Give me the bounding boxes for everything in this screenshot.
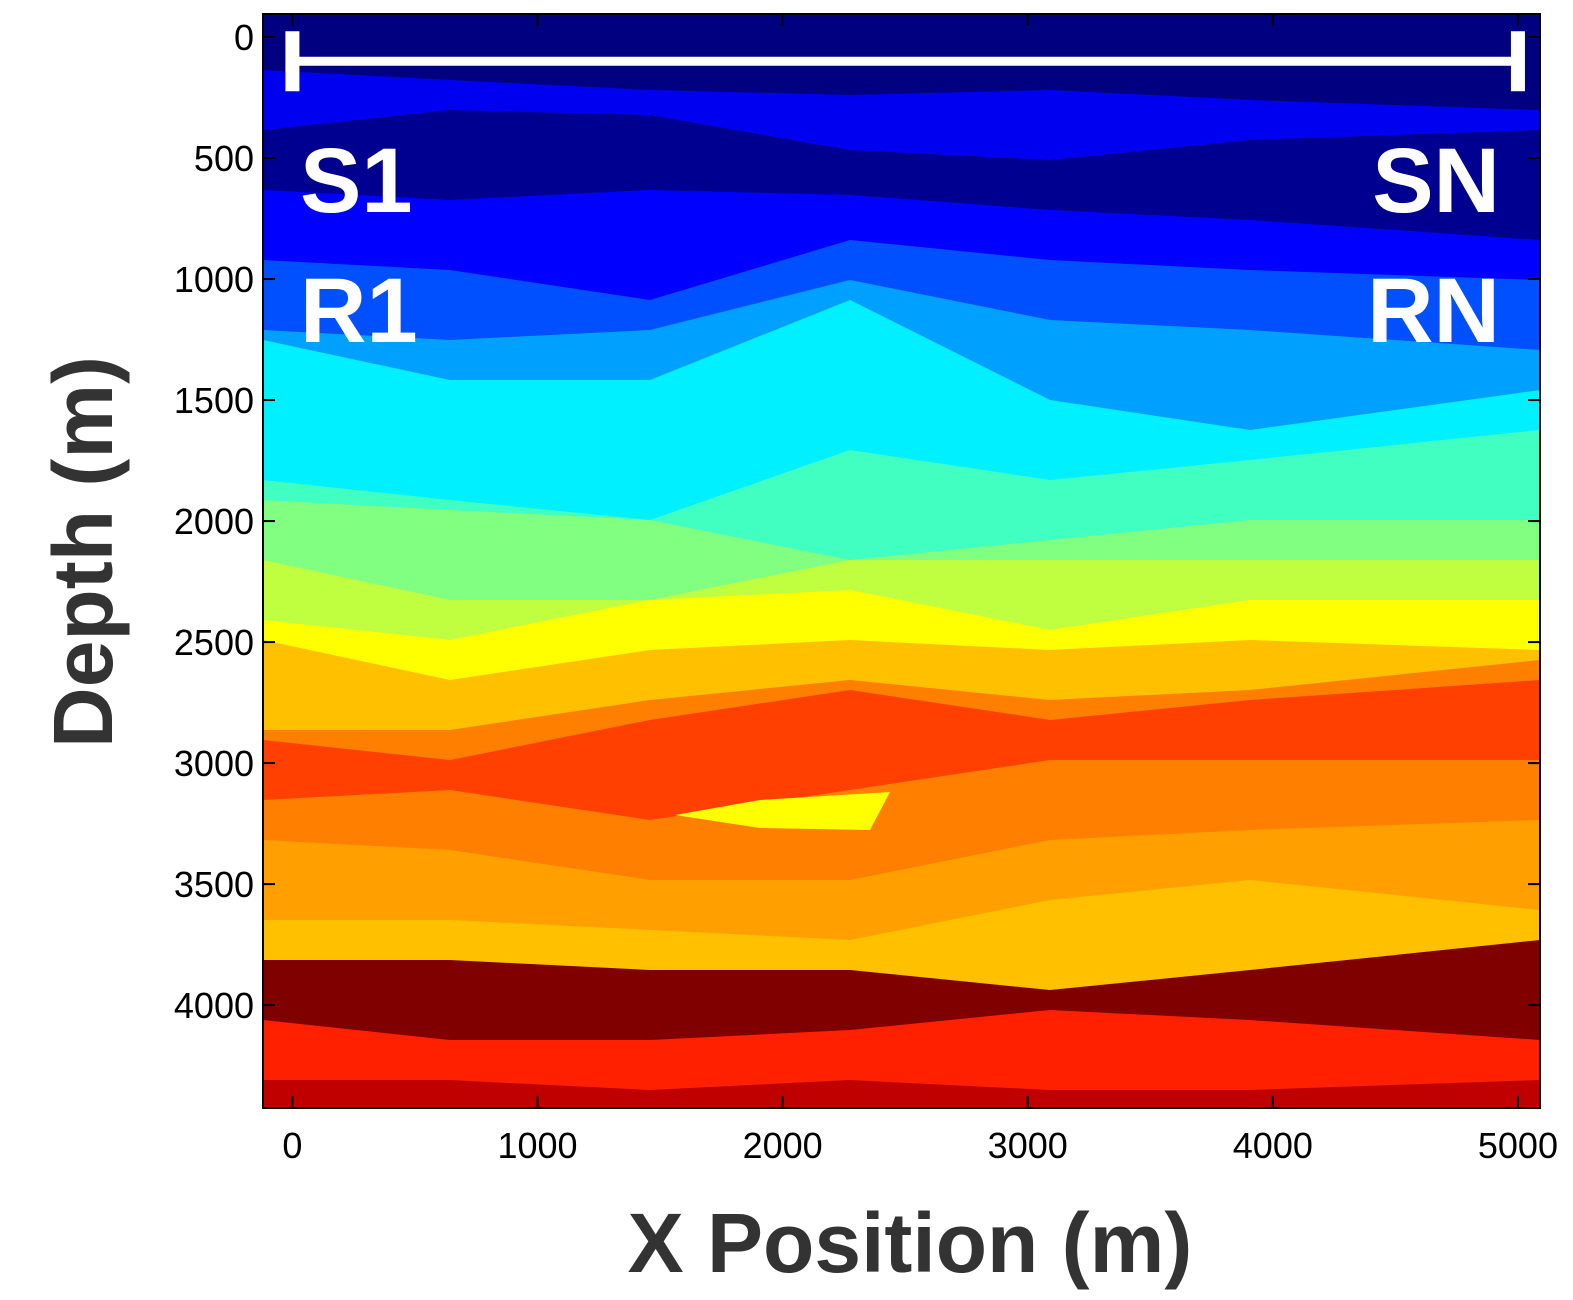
- y-tick-label: 3000: [174, 743, 254, 784]
- y-axis-label: Depth (m): [36, 356, 130, 748]
- y-tick-label: 0: [234, 17, 254, 58]
- annotation: R1: [300, 260, 418, 362]
- x-tick-label: 4000: [1233, 1125, 1313, 1166]
- y-tick-label: 2500: [174, 622, 254, 663]
- x-tick-label: 0: [282, 1125, 302, 1166]
- x-tick-label: 5000: [1478, 1125, 1558, 1166]
- x-tick-label: 1000: [497, 1125, 577, 1166]
- y-tick-label: 1000: [174, 259, 254, 300]
- x-tick-label: 2000: [743, 1125, 823, 1166]
- y-tick-label: 500: [194, 138, 254, 179]
- y-tick-label: 3500: [174, 864, 254, 905]
- velocity-field: [263, 14, 1540, 1108]
- plot-frame: [262, 13, 1541, 1109]
- x-axis-label: X Position (m): [628, 1196, 1193, 1290]
- annotation: SN: [1372, 130, 1500, 232]
- y-tick-label: 1500: [174, 380, 254, 421]
- layer: [263, 1080, 1540, 1108]
- annotation: S1: [300, 130, 413, 232]
- annotation: RN: [1367, 260, 1500, 362]
- lens: [675, 792, 890, 830]
- y-tick-label: 4000: [174, 985, 254, 1026]
- layer: [263, 1010, 1540, 1108]
- y-tick-label: 2000: [174, 501, 254, 542]
- x-tick-label: 3000: [988, 1125, 1068, 1166]
